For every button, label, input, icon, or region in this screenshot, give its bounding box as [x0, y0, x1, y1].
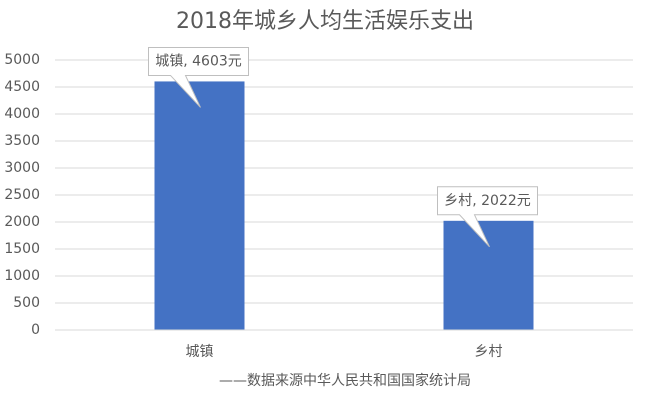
data-label: 乡村, 2022元 [444, 193, 531, 209]
y-tick-label: 0 [31, 322, 40, 338]
y-tick-label: 500 [13, 295, 40, 311]
y-tick-label: 3000 [4, 160, 40, 176]
y-tick-label: 3500 [4, 133, 40, 149]
y-tick-label: 1500 [4, 241, 40, 257]
y-tick-label: 4500 [4, 79, 40, 95]
y-tick-label: 5000 [4, 52, 40, 68]
callout [148, 46, 249, 108]
y-tick-label: 1000 [4, 268, 40, 284]
y-tick-label: 4000 [4, 106, 40, 122]
chart-title: 2018年城乡人均生活娱乐支出 [176, 9, 474, 34]
bar [154, 81, 245, 330]
bar [443, 220, 534, 330]
x-tick-label: 乡村 [475, 344, 503, 360]
x-axis-label: ——数据来源中华人民共和国国家统计局 [219, 372, 471, 389]
x-tick-label: 城镇 [186, 344, 214, 360]
y-tick-label: 2000 [4, 214, 40, 230]
y-tick-label: 2500 [4, 187, 40, 203]
data-label: 城镇, 4603元 [155, 53, 242, 69]
callout [437, 186, 538, 248]
